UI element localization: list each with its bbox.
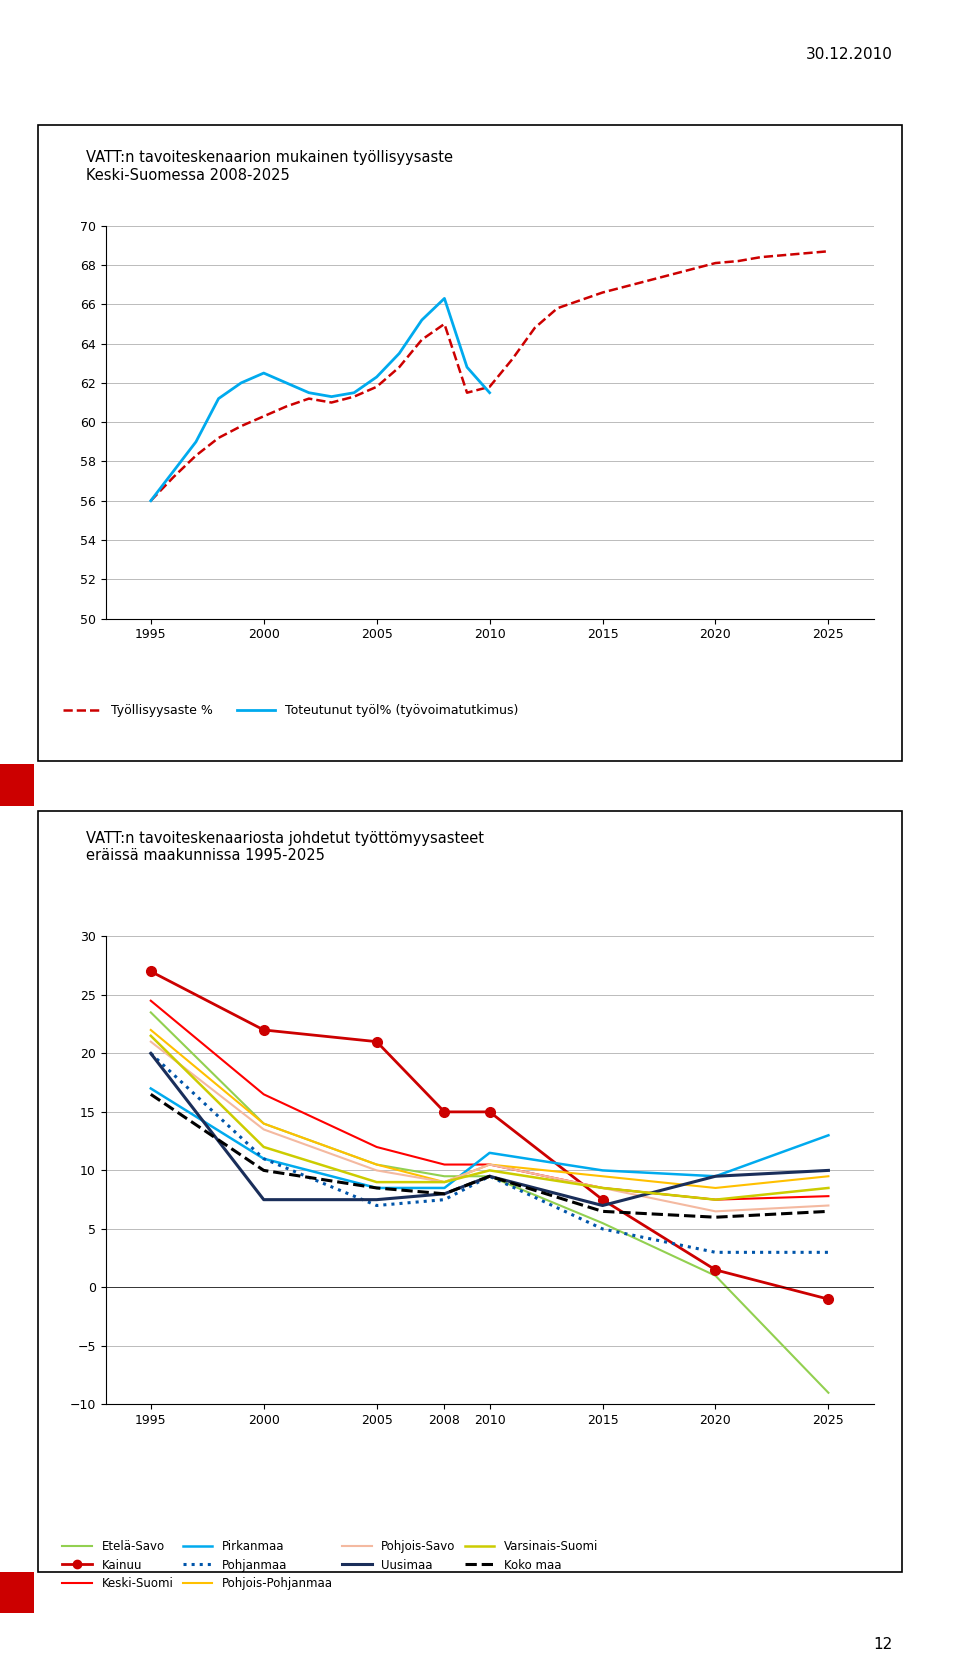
Legend: Työllisyysaste %, Toteutunut työl% (työvoimatutkimus): Työllisyysaste %, Toteutunut työl% (työv… (59, 699, 523, 722)
Text: 30.12.2010: 30.12.2010 (806, 47, 893, 62)
Text: 12: 12 (874, 1637, 893, 1652)
Legend: Etelä-Savo, Kainuu, Keski-Suomi, Pirkanmaa, Pohjanmaa, Pohjois-Pohjanmaa, Pohjoi: Etelä-Savo, Kainuu, Keski-Suomi, Pirkanm… (58, 1535, 603, 1595)
Text: VATT:n tavoiteskenaariosta johdetut työttömyysasteet
eräissä maakunnissa 1995-20: VATT:n tavoiteskenaariosta johdetut työt… (86, 831, 485, 863)
Text: VATT:n tavoiteskenaarion mukainen työllisyysaste
Keski-Suomessa 2008-2025: VATT:n tavoiteskenaarion mukainen työlli… (86, 150, 453, 182)
